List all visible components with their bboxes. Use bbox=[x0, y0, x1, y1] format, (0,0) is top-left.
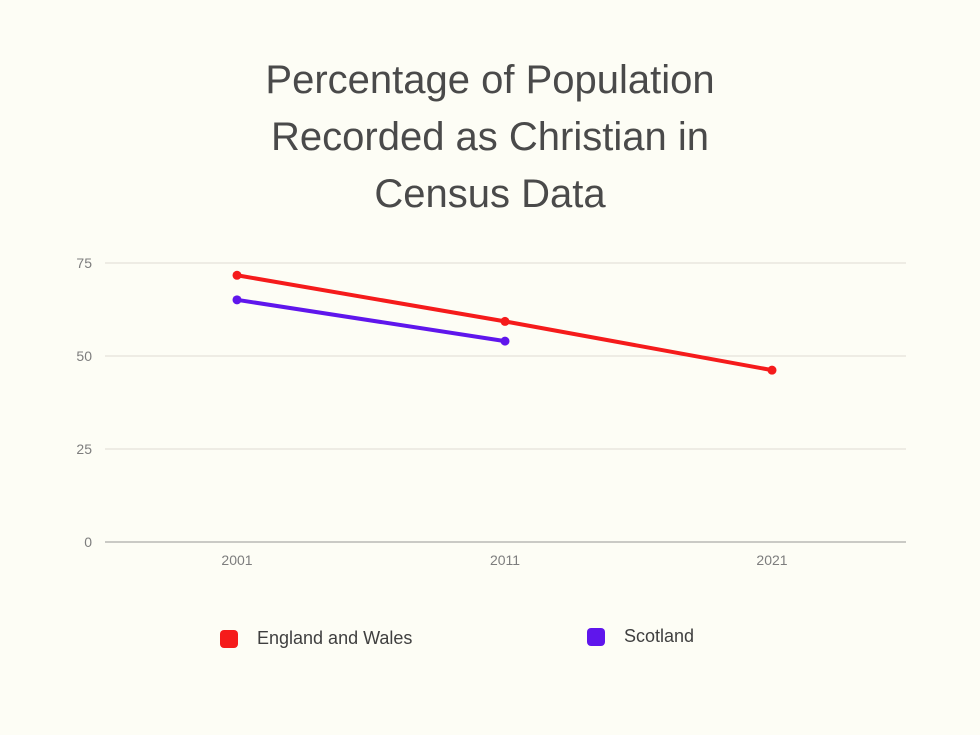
title-line-1: Percentage of Population bbox=[265, 58, 715, 102]
legend: England and Wales Scotland bbox=[0, 625, 980, 655]
data-point-england-and-wales-2001 bbox=[232, 270, 242, 280]
line-chart: 0 25 50 75 2001 2011 2021 bbox=[76, 255, 906, 568]
x-tick-label-2021: 2021 bbox=[756, 552, 787, 568]
x-tick-label-2001: 2001 bbox=[221, 552, 252, 568]
chart-title: Percentage of Population Recorded as Chr… bbox=[190, 52, 790, 223]
series-line-scotland bbox=[235, 297, 507, 344]
title-line-3: Census Data bbox=[374, 172, 606, 216]
legend-label-scotland: Scotland bbox=[624, 626, 695, 646]
data-point-england-and-wales-2011 bbox=[500, 316, 510, 326]
data-point-england-and-wales-2021 bbox=[767, 365, 777, 375]
legend-swatch-scotland bbox=[587, 627, 605, 646]
x-tick-label-2011: 2011 bbox=[490, 552, 520, 568]
y-tick-label-75: 75 bbox=[76, 255, 92, 271]
y-tick-label-0: 0 bbox=[84, 534, 92, 550]
y-tick-label-25: 25 bbox=[76, 441, 92, 457]
data-point-scotland-2001 bbox=[232, 295, 242, 305]
legend-item-england-and-wales[interactable]: England and Wales bbox=[220, 628, 412, 649]
data-point-scotland-2011 bbox=[500, 336, 510, 346]
title-line-2: Recorded as Christian in bbox=[271, 115, 709, 159]
legend-swatch-england-and-wales bbox=[220, 629, 238, 648]
y-tick-label-50: 50 bbox=[76, 348, 92, 364]
legend-label-england-and-wales: England and Wales bbox=[257, 628, 413, 648]
legend-item-scotland[interactable]: Scotland bbox=[587, 626, 694, 647]
